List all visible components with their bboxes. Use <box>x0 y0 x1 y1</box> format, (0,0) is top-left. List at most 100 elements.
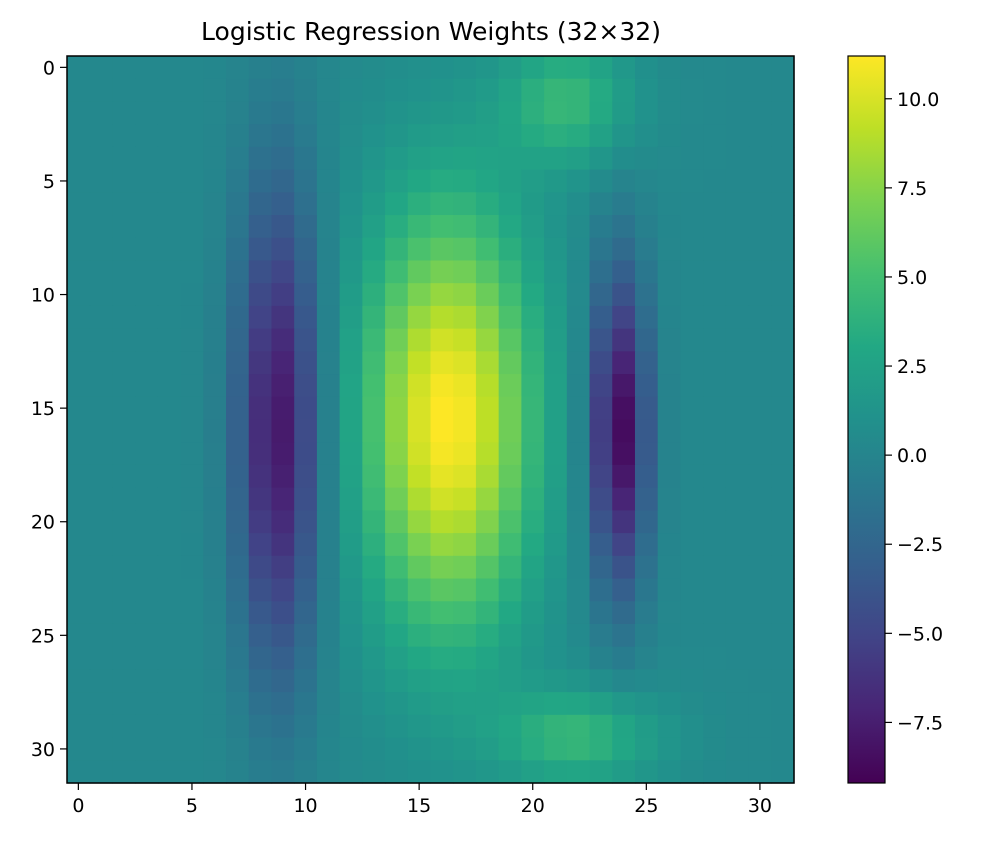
heatmap-cell <box>498 669 522 693</box>
heatmap-cell <box>407 714 432 739</box>
heatmap-cell <box>589 760 613 784</box>
heatmap-cell <box>226 328 250 352</box>
heatmap-cell <box>407 533 432 557</box>
heatmap-cell <box>657 215 682 239</box>
heatmap-cell <box>362 237 386 262</box>
heatmap-cell <box>67 260 91 284</box>
heatmap-cell <box>680 714 704 739</box>
heatmap-cell <box>271 646 295 671</box>
heatmap-cell <box>498 464 522 489</box>
heatmap-cell <box>634 464 659 489</box>
heatmap-cell <box>612 555 636 580</box>
heatmap-cell <box>657 487 682 511</box>
heatmap-cell <box>385 283 409 307</box>
heatmap-cell <box>771 578 795 602</box>
heatmap-cell <box>703 124 727 148</box>
heatmap-cell <box>271 578 295 602</box>
heatmap-cell <box>589 374 613 398</box>
colorbar <box>847 55 886 784</box>
heatmap-cell <box>112 283 136 307</box>
heatmap-cell <box>407 101 432 125</box>
heatmap-cell <box>180 578 204 602</box>
heatmap-cell <box>112 146 136 171</box>
heatmap-cell <box>771 374 795 398</box>
heatmap-cell <box>544 510 568 534</box>
x-tick-label: 5 <box>186 795 198 817</box>
heatmap-cell <box>521 146 545 171</box>
heatmap-cell <box>67 146 91 171</box>
heatmap-cell <box>725 601 750 625</box>
heatmap-cell <box>226 146 250 171</box>
heatmap-cell <box>703 328 727 352</box>
heatmap-cell <box>748 328 772 352</box>
heatmap-cell <box>725 328 750 352</box>
heatmap-cell <box>135 237 159 262</box>
heatmap-cell <box>203 714 227 739</box>
heatmap-cell <box>112 237 136 262</box>
heatmap-cell <box>498 260 522 284</box>
heatmap-cell <box>112 169 136 193</box>
heatmap-cell <box>248 215 273 239</box>
heatmap-cell <box>271 419 295 443</box>
heatmap-cell <box>339 737 363 761</box>
heatmap-cell <box>385 237 409 262</box>
heatmap-cell <box>771 487 795 511</box>
heatmap-cell <box>180 351 204 375</box>
heatmap-cell <box>316 78 341 103</box>
heatmap-cell <box>544 146 568 171</box>
heatmap-cell <box>112 124 136 148</box>
heatmap-cell <box>385 374 409 398</box>
heatmap-cell <box>725 283 750 307</box>
heatmap-cell <box>657 510 682 534</box>
heatmap-cell <box>89 192 114 216</box>
heatmap-cell <box>612 578 636 602</box>
heatmap-cell <box>89 374 114 398</box>
heatmap-cell <box>657 623 682 648</box>
heatmap-cell <box>771 237 795 262</box>
heatmap-cell <box>271 510 295 534</box>
heatmap-cell <box>180 442 204 466</box>
heatmap-cell <box>157 56 182 80</box>
heatmap-cell <box>180 510 204 534</box>
heatmap-cell <box>725 510 750 534</box>
heatmap-cell <box>67 192 91 216</box>
heatmap-cell <box>612 124 636 148</box>
heatmap-cell <box>339 533 363 557</box>
heatmap-cell <box>612 192 636 216</box>
heatmap-cell <box>771 646 795 671</box>
heatmap-cell <box>316 101 341 125</box>
heatmap-cell <box>748 56 772 80</box>
heatmap-cell <box>271 623 295 648</box>
heatmap-cell <box>89 464 114 489</box>
heatmap-cell <box>294 714 318 739</box>
heatmap-cell <box>634 237 659 262</box>
heatmap-cell <box>339 510 363 534</box>
heatmap-cell <box>157 374 182 398</box>
heatmap-cell <box>135 396 159 421</box>
heatmap-cell <box>339 260 363 284</box>
heatmap-cell <box>680 305 704 330</box>
heatmap-cell <box>157 215 182 239</box>
heatmap-cell <box>475 555 500 580</box>
heatmap-cell <box>544 124 568 148</box>
heatmap-cell <box>248 578 273 602</box>
heatmap-cell <box>589 56 613 80</box>
heatmap-cell <box>157 351 182 375</box>
heatmap-cell <box>67 328 91 352</box>
heatmap-cell <box>316 351 341 375</box>
heatmap-cell <box>566 305 591 330</box>
heatmap-cell <box>89 760 114 784</box>
heatmap-cell <box>521 56 545 80</box>
heatmap-cell <box>453 646 477 671</box>
heatmap-cell <box>430 442 454 466</box>
heatmap-cell <box>248 146 273 171</box>
heatmap-cell <box>180 56 204 80</box>
heatmap-cell <box>498 169 522 193</box>
heatmap-cell <box>89 646 114 671</box>
heatmap-cell <box>748 555 772 580</box>
heatmap-cell <box>112 442 136 466</box>
heatmap-cell <box>67 215 91 239</box>
heatmap-cell <box>566 442 591 466</box>
heatmap-cell <box>566 487 591 511</box>
heatmap-cell <box>475 442 500 466</box>
